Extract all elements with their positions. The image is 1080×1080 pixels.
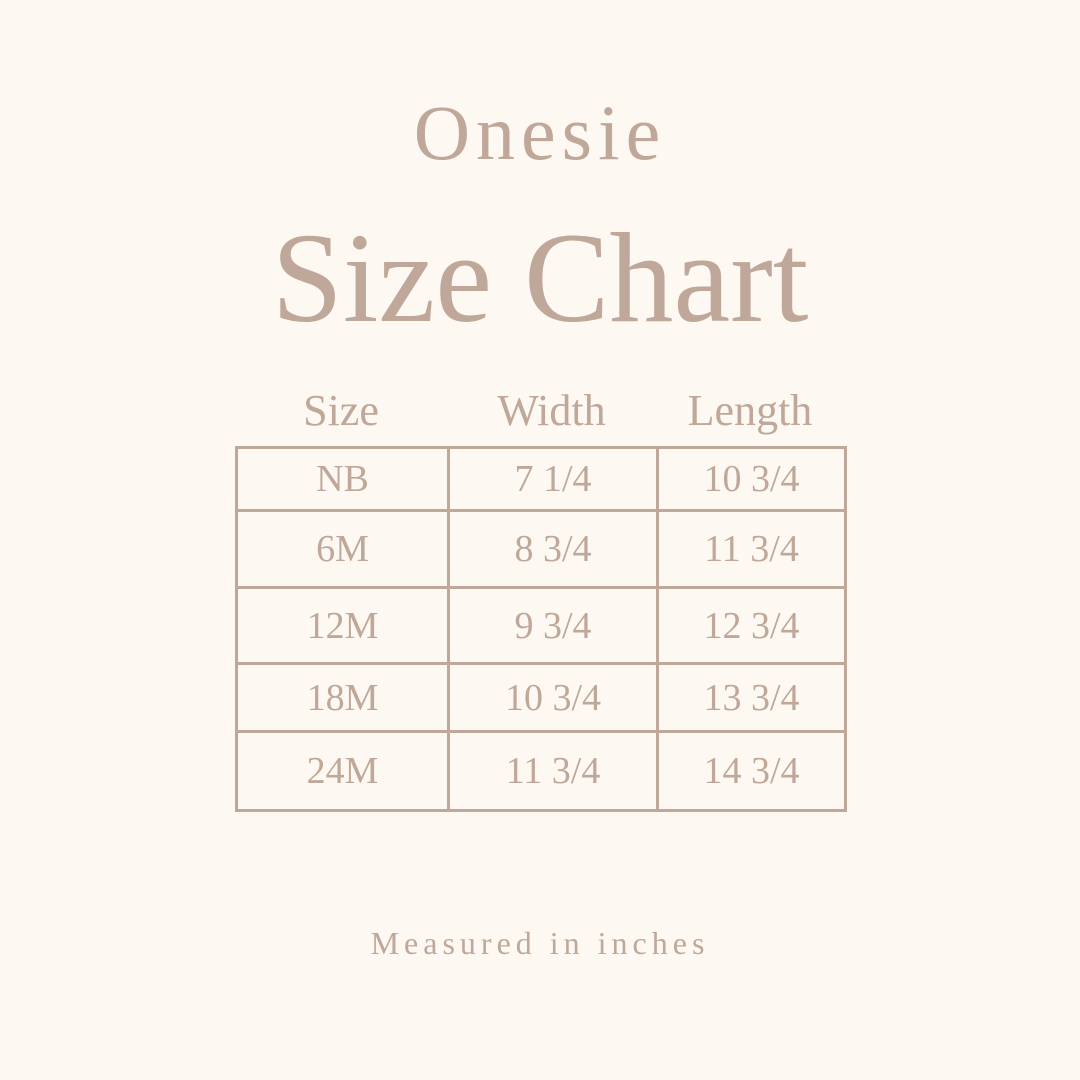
cell-width: 8 3/4 [447, 509, 659, 589]
table-row: 18M 10 3/4 13 3/4 [235, 662, 847, 733]
cell-size: 24M [235, 730, 450, 812]
cell-length: 10 3/4 [656, 446, 847, 512]
cell-size: 18M [235, 662, 450, 733]
cell-size: NB [235, 446, 450, 512]
cell-width: 7 1/4 [447, 446, 659, 512]
column-header-size: Size [303, 386, 379, 435]
size-table: NB 7 1/4 10 3/4 6M 8 3/4 11 3/4 12M 9 3/… [235, 446, 847, 812]
title-size-chart: Size Chart [271, 207, 809, 349]
column-header-length: Length [687, 386, 813, 435]
column-header-width: Width [497, 386, 606, 435]
table-row: 24M 11 3/4 14 3/4 [235, 730, 847, 812]
table-row: NB 7 1/4 10 3/4 [235, 446, 847, 512]
cell-width: 9 3/4 [447, 586, 659, 665]
cell-length: 11 3/4 [656, 509, 847, 589]
footer-note: Measured in inches [370, 925, 710, 961]
cell-size: 6M [235, 509, 450, 589]
cell-length: 12 3/4 [656, 586, 847, 665]
table-row: 12M 9 3/4 12 3/4 [235, 586, 847, 665]
cell-length: 14 3/4 [656, 730, 847, 812]
cell-width: 10 3/4 [447, 662, 659, 733]
table-row: 6M 8 3/4 11 3/4 [235, 509, 847, 589]
title-onesie: Onesie [413, 89, 667, 176]
cell-length: 13 3/4 [656, 662, 847, 733]
cell-width: 11 3/4 [447, 730, 659, 812]
cell-size: 12M [235, 586, 450, 665]
